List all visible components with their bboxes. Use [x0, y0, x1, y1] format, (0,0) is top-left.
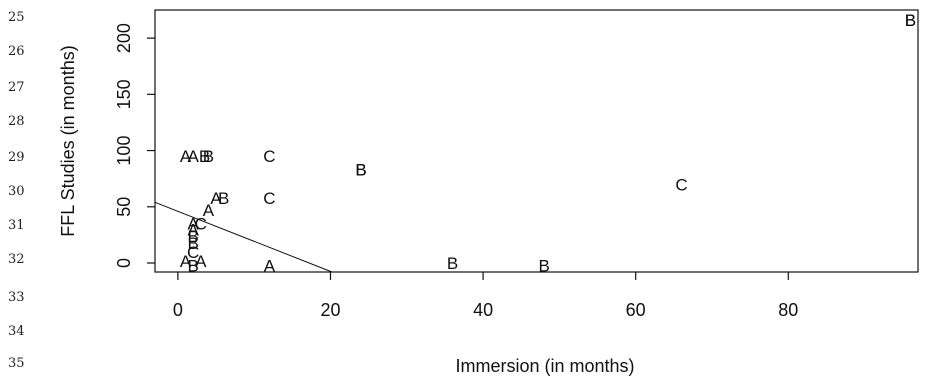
data-point: A [187, 220, 199, 239]
data-point: A [180, 147, 192, 166]
line-number: 26 [8, 44, 25, 59]
data-point: B [538, 256, 549, 275]
reference-line [154, 201, 333, 273]
line-number: 29 [8, 150, 25, 165]
data-point: C [263, 147, 275, 166]
x-tick-label: 40 [473, 300, 493, 320]
y-tick-label: 0 [114, 258, 134, 268]
data-point: C [195, 215, 207, 234]
y-tick-label: 50 [114, 197, 134, 217]
data-point: B [447, 254, 458, 273]
data-point: A [180, 252, 192, 271]
line-number: 25 [8, 10, 25, 25]
line-number: 34 [8, 324, 25, 339]
data-point: B [905, 11, 916, 30]
data-point: B [199, 147, 210, 166]
data-point: B [355, 161, 366, 180]
data-point: B [187, 227, 198, 246]
y-tick-label: 200 [114, 23, 134, 53]
data-point: A [203, 201, 215, 220]
y-tick-label: 150 [114, 79, 134, 109]
data-point: B [355, 161, 366, 180]
line-number: 31 [8, 218, 25, 233]
y-axis-label: FFL Studies (in months) [58, 45, 78, 236]
line-number: 28 [8, 114, 25, 129]
line-number: 32 [8, 252, 25, 267]
data-point: B [187, 256, 198, 275]
x-tick-label: 80 [778, 300, 798, 320]
y-tick-label: 100 [114, 136, 134, 166]
data-point: C [675, 175, 687, 194]
data-point: B [218, 189, 229, 208]
line-number: 30 [8, 184, 25, 199]
data-point: A [187, 147, 199, 166]
data-point: B [905, 11, 916, 30]
data-point: B [187, 234, 198, 253]
plot-frame [154, 9, 919, 273]
line-number: 33 [8, 290, 25, 305]
line-number: 35 [8, 356, 25, 371]
data-point: A [187, 215, 199, 234]
data-point: C [187, 243, 199, 262]
data-point: A [195, 252, 207, 271]
x-tick-label: 0 [173, 300, 183, 320]
data-point: B [203, 147, 214, 166]
data-point: A [264, 256, 276, 275]
x-tick-label: 20 [320, 300, 340, 320]
x-axis-label: Immersion (in months) [455, 356, 634, 376]
x-tick-label: 60 [626, 300, 646, 320]
line-number: 27 [8, 80, 25, 95]
data-point: C [263, 189, 275, 208]
data-point: A [210, 189, 222, 208]
